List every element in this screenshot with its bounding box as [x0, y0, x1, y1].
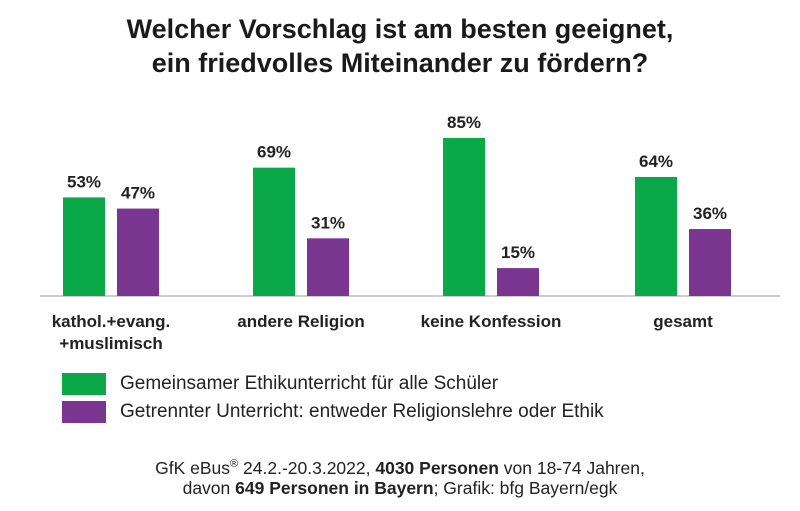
category-label-c2-l1: andere Religion [237, 312, 365, 331]
data-label-s2-c3: 15% [501, 243, 535, 262]
legend-swatch-series2 [62, 401, 106, 423]
category-label-c1-l1: kathol.+evang. [52, 312, 171, 331]
bar-s1-c4 [635, 176, 677, 296]
data-label-s1-c2: 69% [257, 143, 291, 162]
source-sample-bavaria: 649 Personen in Bayern [235, 478, 434, 498]
legend-label-series1: Gemeinsamer Ethikunterricht für alle Sch… [120, 373, 499, 394]
legend-label-series2: Getrennter Unterricht: entweder Religion… [120, 401, 604, 422]
chart-title-line1: Welcher Vorschlag ist am besten geeignet… [126, 14, 674, 44]
data-label-s1-c4: 64% [639, 152, 673, 171]
source-line1: GfK eBus® 24.2.-20.3.2022, 4030 Personen… [0, 452, 800, 480]
bar-s2-c3 [497, 268, 539, 296]
data-label-s1-c3: 85% [447, 113, 481, 132]
bar-s2-c4 [689, 229, 731, 296]
category-label-c3-l1: keine Konfession [421, 312, 562, 331]
source-text-2: davon [182, 478, 236, 498]
data-label-s1-c1: 53% [67, 172, 101, 191]
source-sample-total: 4030 Personen [375, 457, 499, 478]
source-text: GfK eBus [155, 457, 231, 478]
data-label-s2-c2: 31% [311, 213, 345, 232]
data-label-s2-c4: 36% [693, 204, 727, 223]
bar-s2-c1 [117, 208, 159, 296]
bar-s1-c3 [443, 137, 485, 296]
legend-item-series1: Gemeinsamer Ethikunterricht für alle Sch… [62, 372, 498, 396]
bar-s1-c1 [63, 197, 105, 296]
bar-s2-c2 [307, 238, 349, 296]
category-label-c4-l1: gesamt [653, 312, 713, 331]
legend-item-series2: Getrennter Unterricht: entweder Religion… [62, 400, 604, 424]
source-line2: davon 649 Personen in Bayern; Grafik: bf… [0, 476, 800, 500]
legend-swatch-series1 [62, 373, 106, 395]
data-label-s2-c1: 47% [121, 184, 155, 203]
registered-mark: ® [230, 458, 239, 470]
bar-s1-c2 [253, 167, 295, 296]
bar-chart: 53% 47% kathol.+evang. +muslimisch 69% 31% and… [40, 113, 780, 353]
source-credit: ; Grafik: bfg Bayern/egk [433, 478, 618, 498]
chart-title-line2: ein friedvolles Miteinander zu fördern? [151, 48, 649, 78]
category-label-c1-l2: +muslimisch [59, 334, 162, 353]
source-age-range: von 18-74 Jahren, [498, 457, 645, 478]
source-date: 24.2.-20.3.2022, [238, 457, 376, 478]
